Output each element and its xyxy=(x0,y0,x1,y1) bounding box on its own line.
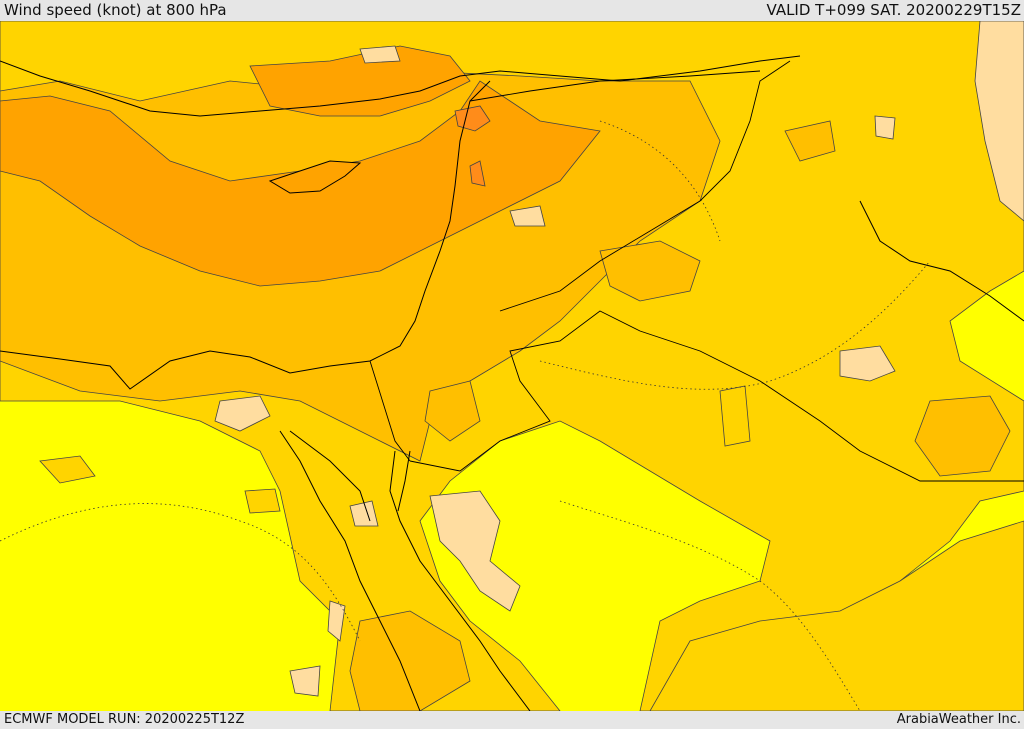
border-turkey-south xyxy=(469,70,761,102)
coastline-north-anatolia xyxy=(0,55,801,117)
wind-patch-amber-se xyxy=(914,395,1011,477)
calm-patch-peach-9 xyxy=(289,665,321,697)
calm-patch-peach-1 xyxy=(429,490,521,612)
valid-time: VALID T+099 SAT. 20200229T15Z xyxy=(766,1,1021,19)
wind-patch-amber-sw xyxy=(424,380,481,442)
calm-patch-peach-4 xyxy=(214,395,271,432)
coastline-gulf-east xyxy=(859,200,1024,322)
model-run: ECMWF MODEL RUN: 20200225T12Z xyxy=(4,712,245,727)
coastline-red-sea-west xyxy=(279,430,421,711)
border-egypt-east xyxy=(369,360,411,462)
calm-patch-peach-7 xyxy=(509,205,546,227)
wind-patch-amber-ne xyxy=(784,120,836,162)
calm-patch-peach-3 xyxy=(974,21,1024,222)
wind-core-dark-orange-2 xyxy=(469,160,486,187)
calm-patch-peach-6 xyxy=(327,600,346,642)
dotted-contour-1 xyxy=(0,503,361,642)
coastline-gulf-suez xyxy=(289,430,371,522)
island-cyprus xyxy=(268,160,362,194)
calm-patch-peach-8 xyxy=(359,45,401,64)
wind-speed-map xyxy=(0,21,1024,711)
calm-patch-peach-10 xyxy=(349,500,379,527)
calm-patch-peach-2 xyxy=(839,345,896,382)
footer-bar: ECMWF MODEL RUN: 20200225T12Z ArabiaWeat… xyxy=(0,711,1024,729)
wind-band-gold-se xyxy=(649,520,1024,711)
credit-text: ArabiaWeather Inc. xyxy=(896,712,1021,727)
wind-patch-gold-w2 xyxy=(244,488,281,514)
wind-patch-amber-s xyxy=(349,610,471,711)
dotted-contour-4 xyxy=(559,500,861,711)
coastline-red-sea-east xyxy=(389,450,531,711)
wind-patch-amber-east xyxy=(599,240,701,302)
dotted-contour-2 xyxy=(539,260,931,390)
map-title: Wind speed (knot) at 800 hPa xyxy=(4,1,227,19)
border-jordan-saudi xyxy=(409,310,1024,482)
dotted-contour-3 xyxy=(599,120,721,242)
border-syria-iraq xyxy=(499,60,791,312)
wind-patch-gold-e1 xyxy=(719,385,751,447)
coastline-gulf-aqaba xyxy=(397,450,411,512)
wind-patch-gold-w1 xyxy=(39,455,96,484)
calm-patch-peach-5 xyxy=(874,115,896,140)
header-bar: Wind speed (knot) at 800 hPa VALID T+099… xyxy=(0,0,1024,21)
